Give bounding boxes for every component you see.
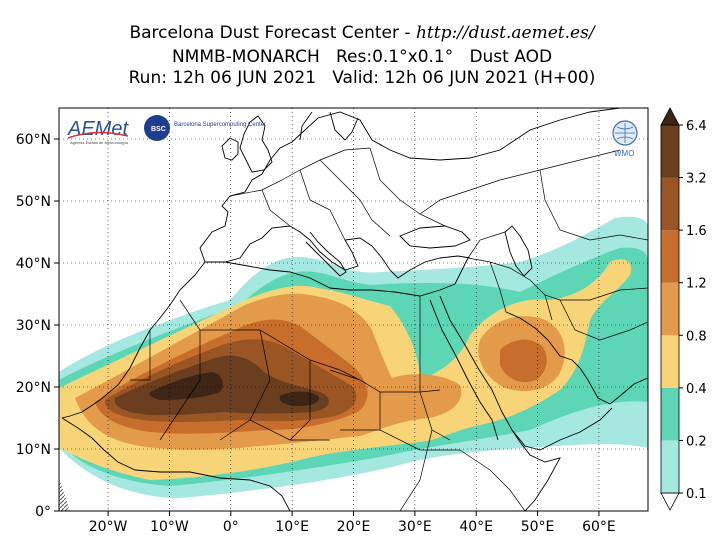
bsc-logo-badge: BSC — [151, 126, 166, 133]
colorbar-label: 1.2 — [686, 277, 707, 292]
coastline-med-north — [205, 225, 471, 279]
coastlines-and-borders — [61, 108, 648, 511]
lon-tick-label: 20°W — [89, 519, 128, 535]
lat-tick-label: 20°N — [16, 380, 51, 396]
coastline-ireland — [221, 137, 239, 161]
lon-tick-label: 50°E — [521, 519, 555, 535]
map-axes: 60°N 50°N 40°N 30°N 20°N 10°N 0° 20°W 10°W 0° 10°E… — [16, 132, 616, 535]
colorbar-label: 1.6 — [686, 224, 707, 239]
coastline-europe — [199, 108, 621, 263]
lon-tick-label: 10°W — [150, 519, 189, 535]
colorbar-label: 0.4 — [686, 382, 707, 397]
lon-tick-label: 60°E — [582, 519, 616, 535]
colorbar-label: 3.2 — [686, 172, 707, 187]
aemet-logo-subtext: Agencia Estatal de Meteorología — [70, 140, 129, 145]
lat-tick-label: 0° — [35, 504, 51, 520]
colorbar-label: 0.8 — [686, 329, 707, 344]
lat-tick-label: 30°N — [16, 318, 51, 334]
coastline-red-sea-west — [429, 299, 499, 441]
colorbar-segment — [661, 387, 679, 441]
colorbar-segment — [661, 230, 679, 283]
borders-middle-east — [467, 169, 648, 341]
undefined-area-hatch — [59, 478, 70, 511]
coastline-red-sea — [439, 295, 541, 451]
aemet-logo: AEMet Agencia Estatal de Meteorología — [67, 118, 129, 145]
colorbar: 0.1 0.2 0.4 0.8 1.2 1.6 3.2 6.4 — [660, 107, 707, 511]
coastline-uk — [239, 115, 273, 173]
coastline-caspian — [504, 225, 533, 277]
lon-tick-label: 30°E — [398, 519, 432, 535]
lat-tick-label: 40°N — [16, 256, 51, 272]
coastline-black-sea — [399, 225, 471, 249]
colorbar-segment — [661, 125, 679, 178]
title-line-1: Barcelona Dust Forecast Center - http://… — [129, 23, 595, 43]
coastline-persian-gulf — [505, 311, 648, 405]
title-url[interactable]: http://dust.aemet.es/ — [415, 23, 595, 43]
lon-tick-label: 20°E — [337, 519, 371, 535]
title-line-2: NMMB-MONARCH Res:0.1°x0.1° Dust AOD — [171, 47, 553, 67]
colorbar-segment — [661, 177, 679, 231]
borders-africa — [130, 296, 460, 451]
coastline-north-africa — [61, 261, 206, 419]
colorbar-segment — [661, 440, 679, 493]
colorbar-extend-max — [660, 107, 680, 126]
colorbar-segment — [661, 282, 679, 336]
lat-tick-label: 60°N — [16, 132, 51, 148]
colorbar-label: 0.1 — [686, 487, 707, 502]
lon-tick-label: 0° — [223, 519, 239, 535]
coastline-italy — [305, 231, 347, 277]
wmo-logo: WMO — [612, 120, 638, 158]
coastline-west-africa — [61, 417, 291, 511]
coastline-horn — [511, 429, 561, 511]
coastline-libya-egypt — [224, 261, 456, 297]
colorbar-segment — [661, 335, 679, 388]
bsc-logo: BSC Barcelona Supercomputing Center — [144, 115, 266, 141]
lat-tick-label: 50°N — [16, 194, 51, 210]
coastline-arabia-south — [539, 407, 613, 451]
coastline-levant — [454, 257, 469, 285]
colorbar-label: 0.2 — [686, 434, 707, 449]
bsc-logo-text: Barcelona Supercomputing Center — [174, 122, 266, 128]
borders-africa-east — [399, 429, 526, 511]
aemet-logo-text: AEMet — [67, 118, 129, 140]
lat-tick-label: 10°N — [16, 442, 51, 458]
lon-tick-label: 10°E — [275, 519, 309, 535]
colorbar-extend-min — [660, 492, 680, 511]
colorbar-label: 6.4 — [686, 119, 707, 134]
lon-tick-label: 40°E — [459, 519, 493, 535]
dust-field — [59, 216, 648, 498]
colorbar-frame — [660, 124, 680, 494]
coastline-scandinavia — [299, 111, 359, 141]
wmo-logo-text: WMO — [614, 149, 634, 158]
dust-contour-6.4 — [149, 372, 319, 406]
title-line-3: Run: 12h 06 JUN 2021 Valid: 12h 06 JUN 2… — [128, 68, 596, 88]
borders-europe — [229, 147, 621, 241]
